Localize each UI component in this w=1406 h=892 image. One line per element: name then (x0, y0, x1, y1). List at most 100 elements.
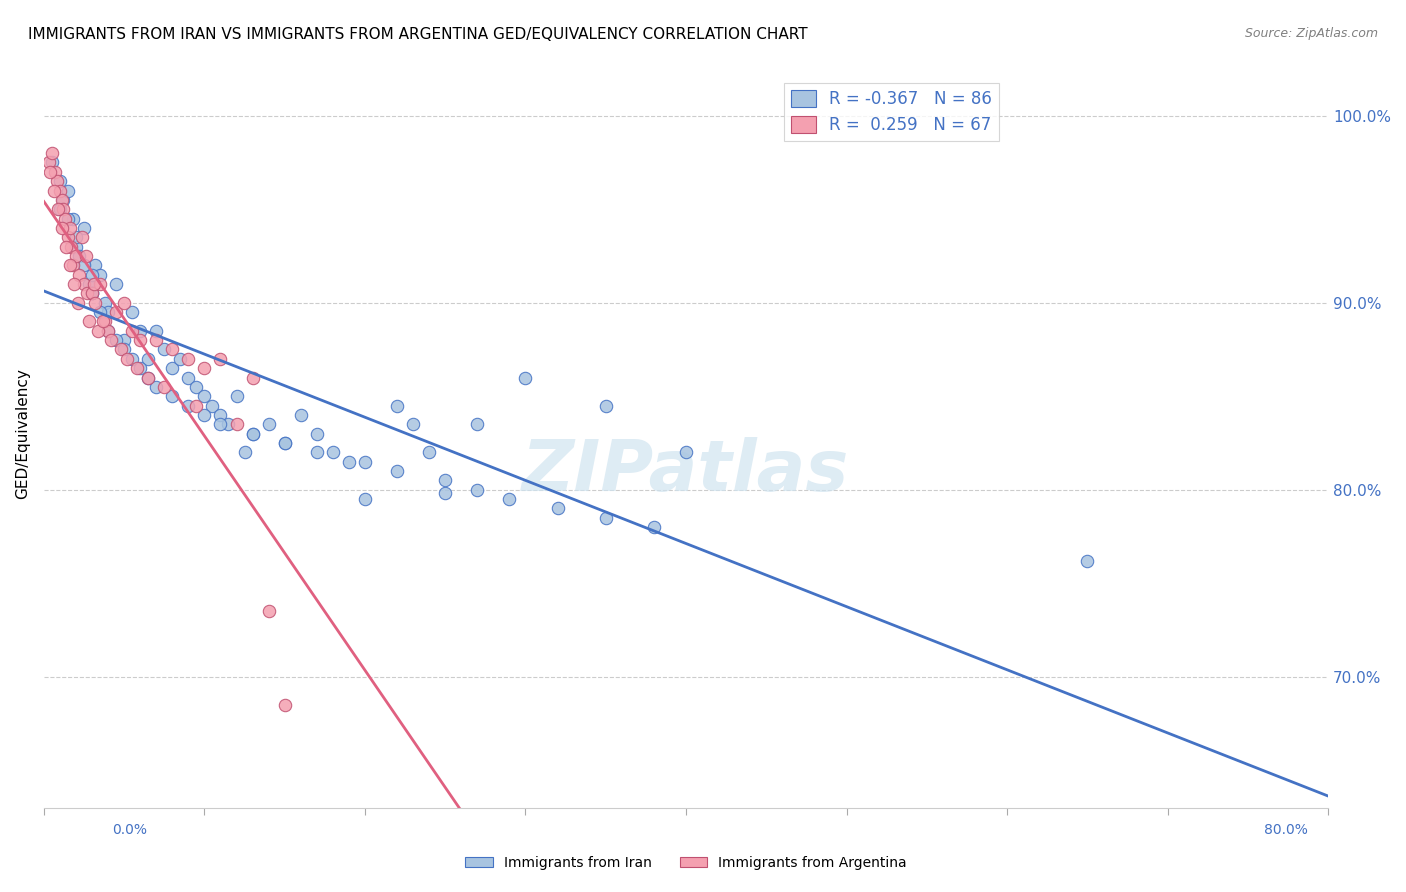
Point (402, 417, 425, 432)
Point (77, 277, 100, 291)
Point (322, 445, 344, 459)
Point (186, 399, 208, 413)
Point (177, 370, 200, 384)
Point (41, 155, 63, 169)
Point (273, 436, 295, 450)
Point (110, 343, 132, 357)
Point (63, 277, 86, 291)
Point (94, 314, 117, 328)
Point (242, 370, 264, 384)
Point (257, 417, 280, 432)
Point (209, 408, 232, 422)
Point (434, 486, 457, 500)
Point (89, 277, 111, 291)
Point (193, 361, 215, 376)
Point (100, 333, 122, 347)
Point (169, 351, 191, 366)
Point (112, 333, 135, 347)
Point (257, 604, 280, 618)
Y-axis label: GED/Equivalency: GED/Equivalency (15, 368, 30, 499)
Point (233, 445, 256, 459)
Point (49, 184, 72, 198)
Point (1076, 554, 1098, 568)
Point (87, 324, 110, 338)
Point (547, 501, 569, 516)
Point (225, 389, 247, 403)
Point (80, 286, 103, 301)
Point (177, 399, 200, 413)
Point (51, 220, 73, 235)
Text: IMMIGRANTS FROM IRAN VS IMMIGRANTS FROM ARGENTINA GED/EQUIVALENCY CORRELATION CH: IMMIGRANTS FROM IRAN VS IMMIGRANTS FROM … (28, 27, 807, 42)
Point (209, 417, 232, 432)
Point (105, 277, 128, 291)
Point (58, 258, 80, 272)
Point (153, 343, 176, 357)
Point (105, 305, 128, 319)
Legend: R = -0.367   N = 86, R =  0.259   N = 67: R = -0.367 N = 86, R = 0.259 N = 67 (785, 83, 998, 141)
Point (242, 426, 264, 441)
Point (56, 230, 79, 244)
Point (273, 698, 295, 712)
Text: Source: ZipAtlas.com: Source: ZipAtlas.com (1244, 27, 1378, 40)
Point (38, 155, 60, 169)
Point (73, 277, 96, 291)
Point (225, 417, 247, 432)
Point (209, 351, 232, 366)
Point (62, 211, 84, 226)
Point (80, 268, 103, 282)
Point (67, 249, 90, 263)
Point (290, 408, 312, 422)
Point (121, 305, 143, 319)
Point (136, 370, 159, 384)
Point (125, 361, 148, 376)
Point (97, 305, 120, 319)
Point (121, 351, 143, 366)
Text: 80.0%: 80.0% (1264, 823, 1308, 837)
Point (465, 417, 488, 432)
Point (385, 399, 408, 413)
Point (162, 389, 184, 403)
Text: ZIPatlas: ZIPatlas (522, 436, 849, 506)
Point (153, 380, 176, 394)
Point (39, 165, 62, 179)
Point (305, 426, 328, 441)
Point (58, 220, 80, 235)
Point (94, 295, 117, 310)
Point (89, 305, 111, 319)
Point (67, 268, 90, 282)
Point (80, 286, 103, 301)
Point (91, 314, 114, 328)
Point (56, 211, 79, 226)
Point (201, 399, 224, 413)
Point (97, 324, 120, 338)
Point (337, 455, 360, 469)
Point (45, 174, 67, 188)
Point (385, 464, 408, 478)
Point (145, 333, 167, 347)
Point (60, 239, 83, 253)
Text: 0.0%: 0.0% (112, 823, 148, 837)
Point (52, 193, 75, 207)
Point (112, 343, 135, 357)
Point (595, 399, 617, 413)
Point (121, 324, 143, 338)
Point (145, 324, 167, 338)
Point (242, 426, 264, 441)
Point (136, 351, 159, 366)
Point (136, 370, 159, 384)
Point (162, 343, 184, 357)
Point (77, 314, 100, 328)
Point (218, 417, 240, 432)
Point (65, 249, 87, 263)
Point (72, 230, 94, 244)
Point (129, 324, 152, 338)
Point (465, 483, 488, 497)
Point (76, 286, 98, 301)
Point (105, 333, 128, 347)
Point (273, 436, 295, 450)
Point (49, 202, 72, 217)
Point (44, 165, 66, 179)
Point (89, 268, 111, 282)
Point (186, 380, 208, 394)
Point (75, 249, 97, 263)
